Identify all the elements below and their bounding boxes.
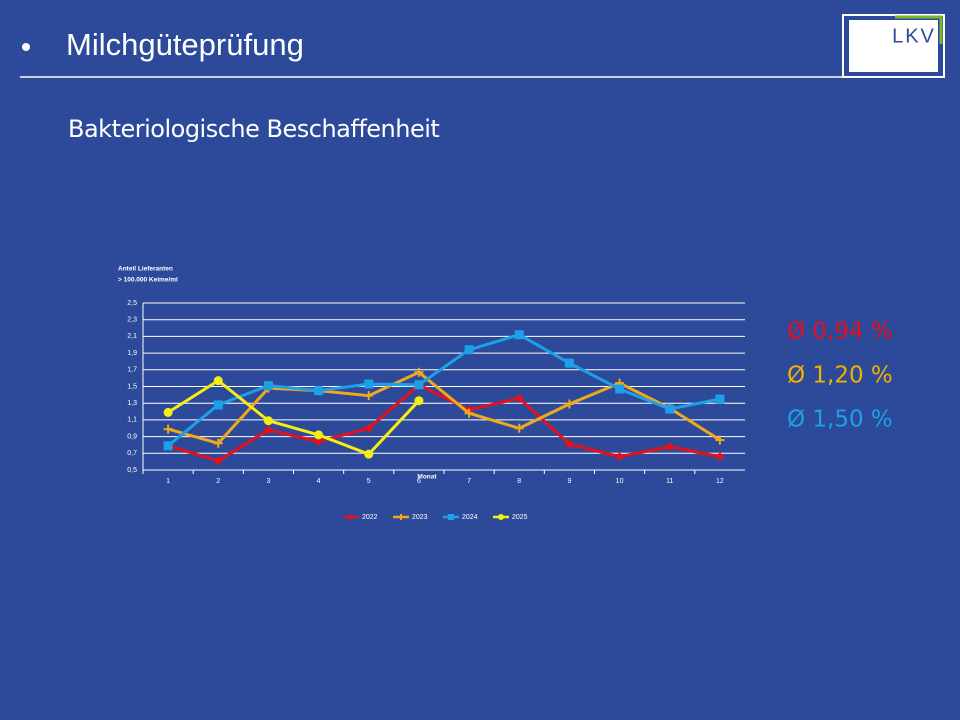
marker — [498, 514, 504, 520]
x-tick-label: 10 — [616, 478, 624, 485]
x-tick-label: 6 — [417, 478, 421, 485]
marker — [263, 425, 273, 435]
marker — [364, 449, 374, 459]
marker — [514, 423, 524, 433]
marker — [564, 358, 574, 368]
series-line — [167, 333, 721, 447]
marker — [414, 396, 424, 406]
series-line — [167, 379, 421, 456]
x-tick-label: 7 — [467, 478, 471, 485]
marker — [364, 423, 374, 433]
marker — [263, 416, 273, 426]
annotation: Ø 1,20 % — [787, 363, 893, 389]
y-tick-label: 0,7 — [127, 450, 137, 457]
marker — [615, 452, 625, 462]
marker — [163, 407, 173, 417]
y-tick-label: 1,1 — [127, 417, 137, 424]
slide-title: Milchgüteprüfung — [66, 27, 304, 62]
series-line — [167, 383, 721, 463]
logo: LKV — [892, 25, 936, 47]
x-tick-label: 12 — [716, 478, 724, 485]
y-axis-label: Anteil Lieferanten — [118, 266, 173, 273]
y-axis-label: > 100.000 Keime/ml — [118, 277, 178, 284]
marker — [564, 399, 574, 409]
x-tick-label: 11 — [666, 478, 673, 485]
marker — [213, 456, 223, 466]
marker — [448, 514, 454, 520]
y-tick-label: 1,9 — [127, 350, 137, 357]
x-tick-label: 5 — [367, 478, 371, 485]
y-tick-label: 0,5 — [127, 467, 137, 474]
marker — [364, 379, 374, 389]
bullet — [22, 43, 30, 51]
x-tick-label: 1 — [166, 478, 170, 485]
y-tick-label: 0,9 — [127, 433, 137, 440]
marker — [715, 394, 725, 404]
marker — [263, 381, 273, 391]
legend-label: 2024 — [462, 514, 478, 521]
y-tick-label: 2,1 — [127, 333, 137, 340]
marker — [364, 391, 374, 401]
marker — [715, 452, 725, 462]
y-tick-label: 2,5 — [127, 300, 137, 307]
logo-accent — [895, 15, 943, 44]
marker — [348, 514, 354, 520]
marker — [213, 400, 223, 410]
x-axis-label: Monat — [417, 474, 437, 481]
marker — [163, 441, 173, 451]
marker — [163, 424, 173, 434]
legend-label: 2022 — [362, 514, 378, 521]
legend-label: 2023 — [412, 514, 428, 521]
marker — [314, 437, 324, 447]
marker — [213, 376, 223, 386]
marker — [414, 367, 424, 377]
series-line — [167, 370, 721, 445]
marker — [464, 408, 474, 418]
y-tick-label: 1,3 — [127, 400, 137, 407]
y-tick-label: 2,3 — [127, 317, 137, 324]
legend-label: 2025 — [512, 514, 528, 521]
marker — [514, 330, 524, 340]
y-tick-label: 1,5 — [127, 383, 137, 390]
y-tick-label: 1,7 — [127, 367, 137, 374]
marker — [464, 345, 474, 355]
marker — [665, 442, 675, 452]
marker — [414, 380, 424, 390]
marker — [314, 430, 324, 440]
logo-box — [849, 20, 938, 72]
marker — [564, 439, 574, 449]
subtitle: Bakteriologische Beschaffenheit — [68, 115, 439, 143]
x-tick-label: 9 — [567, 478, 571, 485]
annotation: Ø 0,94 % — [787, 319, 893, 345]
marker — [715, 435, 725, 445]
marker — [665, 404, 675, 414]
marker — [514, 393, 524, 403]
annotation: Ø 1,50 % — [787, 407, 893, 433]
marker — [398, 514, 404, 520]
marker — [615, 384, 625, 394]
x-tick-label: 3 — [266, 478, 270, 485]
x-tick-label: 8 — [517, 478, 521, 485]
marker — [213, 438, 223, 448]
marker — [314, 386, 324, 396]
x-tick-label: 2 — [216, 478, 220, 485]
x-tick-label: 4 — [317, 478, 321, 485]
